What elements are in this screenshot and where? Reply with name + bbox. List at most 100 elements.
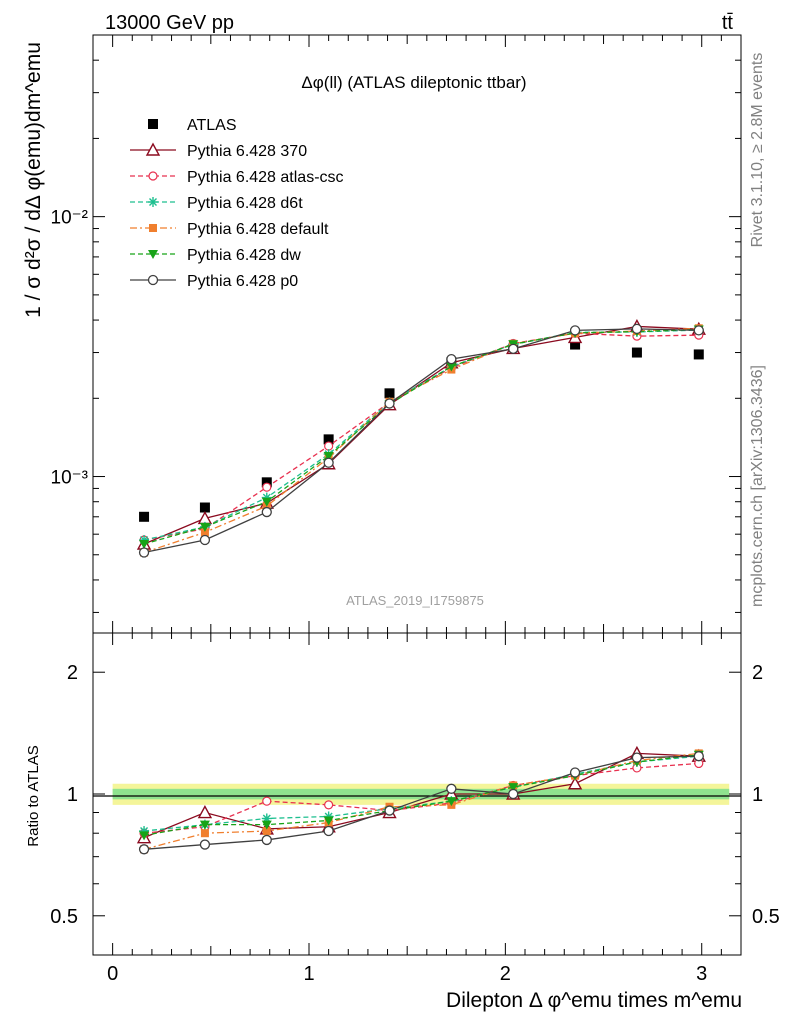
ratio-series bbox=[136, 745, 706, 855]
data-point bbox=[199, 522, 210, 532]
data-point bbox=[199, 820, 210, 830]
ratio-tick-label-right: 0.5 bbox=[752, 906, 780, 928]
axis-ticks: 0 1 2 3 10⁻³ 10⁻² 0.5 0.5 1 1 2 2 bbox=[50, 34, 780, 985]
chart-title: Δφ(ll) (ATLAS dileptonic ttbar) bbox=[301, 73, 526, 92]
data-point bbox=[384, 805, 395, 816]
ratio-uncertainty-band bbox=[112, 783, 730, 805]
ratio-band-inner bbox=[112, 788, 730, 800]
data-point bbox=[148, 250, 158, 259]
legend-entry-atlas-csc: Pythia 6.428 atlas-csc bbox=[130, 169, 344, 186]
y-axis-label: 1 / σ d²σ / dΔ φ(emu)dm^emu bbox=[22, 42, 45, 318]
ratio-line-dw bbox=[143, 754, 699, 837]
ratio-tick-label: 2 bbox=[67, 662, 78, 684]
data-point bbox=[446, 362, 457, 372]
series-370 bbox=[136, 318, 706, 550]
data-point bbox=[147, 274, 159, 286]
data-point bbox=[631, 347, 642, 358]
legend-entry-ATLAS: ATLAS bbox=[148, 117, 237, 134]
data-point bbox=[323, 457, 334, 468]
data-point bbox=[262, 482, 272, 492]
data-point bbox=[200, 528, 209, 537]
data-point bbox=[323, 451, 334, 461]
ratio-tick-label-right: 1 bbox=[752, 784, 763, 806]
x-tick-label: 0 bbox=[107, 963, 118, 985]
data-point bbox=[693, 325, 704, 336]
data-point bbox=[631, 752, 643, 763]
data-point bbox=[693, 751, 704, 762]
series-line-d6t bbox=[143, 329, 699, 541]
data-point bbox=[262, 796, 272, 806]
y-tick-label: 10⁻² bbox=[51, 208, 89, 229]
data-point bbox=[261, 834, 272, 846]
data-point bbox=[262, 827, 271, 836]
data-point bbox=[199, 502, 210, 513]
series-d6t bbox=[139, 325, 704, 545]
main-series bbox=[136, 318, 706, 558]
analysis-watermark: ATLAS_2019_I1759875 bbox=[346, 593, 484, 608]
ratio-line-p0 bbox=[144, 755, 699, 850]
data-point bbox=[148, 197, 158, 207]
series-line-dw bbox=[143, 328, 699, 545]
data-point bbox=[200, 829, 209, 838]
data-point bbox=[261, 477, 272, 488]
series-atlas-csc bbox=[139, 328, 704, 545]
data-point bbox=[508, 788, 519, 800]
series-line-p0 bbox=[143, 328, 699, 554]
ratio-tick-label-right: 2 bbox=[752, 662, 763, 684]
data-point bbox=[139, 831, 150, 841]
data-point bbox=[384, 398, 395, 409]
x-tick-label: 3 bbox=[696, 963, 707, 985]
process-label: tt̄ bbox=[722, 12, 734, 34]
legend-entry-default: Pythia 6.428 default bbox=[130, 221, 329, 238]
data-point bbox=[261, 497, 272, 507]
data-point bbox=[261, 820, 272, 830]
series-line-370 bbox=[143, 325, 699, 545]
data-point bbox=[446, 783, 457, 794]
mcplots-reference-label: mcplots.cern.ch [arXiv:1306.3436] bbox=[749, 365, 766, 607]
series-ATLAS bbox=[139, 339, 704, 522]
ratio-axis-label: Ratio to ATLAS bbox=[25, 745, 42, 846]
legend-label: Pythia 6.428 default bbox=[187, 221, 329, 238]
series-line-default bbox=[143, 327, 699, 554]
data-point bbox=[148, 171, 158, 181]
data-point bbox=[261, 506, 272, 518]
data-point bbox=[323, 825, 334, 837]
data-point bbox=[693, 349, 704, 360]
legend: ATLAS Pythia 6.428 370 Pythia 6.428 atlas-… bbox=[130, 117, 344, 290]
series-line-atlas-csc bbox=[143, 332, 699, 541]
x-tick-label: 2 bbox=[500, 963, 511, 985]
data-point bbox=[138, 547, 150, 558]
legend-entry-dw: Pythia 6.428 dw bbox=[130, 247, 301, 264]
legend-label: Pythia 6.428 d6t bbox=[187, 195, 303, 212]
data-point bbox=[384, 388, 395, 399]
series-p0 bbox=[138, 323, 704, 558]
data-point bbox=[197, 805, 213, 819]
data-point bbox=[569, 767, 581, 778]
data-point bbox=[631, 323, 643, 335]
legend-label: Pythia 6.428 p0 bbox=[187, 273, 298, 290]
x-tick-label: 1 bbox=[303, 963, 314, 985]
data-point bbox=[139, 540, 150, 550]
data-point bbox=[145, 142, 161, 156]
ratio-tick-label: 1 bbox=[67, 784, 78, 806]
data-point bbox=[199, 534, 211, 546]
data-point bbox=[138, 844, 150, 855]
data-point bbox=[199, 839, 211, 850]
data-point bbox=[570, 339, 581, 350]
data-point bbox=[567, 776, 583, 790]
legend-label: Pythia 6.428 atlas-csc bbox=[187, 169, 344, 186]
ratio-line-default bbox=[143, 752, 699, 850]
rivet-version-label: Rivet 3.1.10, ≥ 2.8M events bbox=[749, 53, 766, 248]
data-point bbox=[324, 441, 334, 451]
data-point bbox=[508, 783, 519, 793]
data-point bbox=[324, 800, 334, 810]
data-point bbox=[446, 353, 457, 365]
data-point bbox=[569, 325, 581, 336]
data-point bbox=[446, 797, 457, 807]
legend-entry-d6t: Pythia 6.428 d6t bbox=[130, 195, 303, 212]
legend-label: Pythia 6.428 dw bbox=[187, 247, 301, 264]
data-point bbox=[323, 816, 334, 826]
ratio-tick-label: 0.5 bbox=[50, 906, 78, 928]
legend-entry-370: Pythia 6.428 370 bbox=[130, 142, 307, 160]
